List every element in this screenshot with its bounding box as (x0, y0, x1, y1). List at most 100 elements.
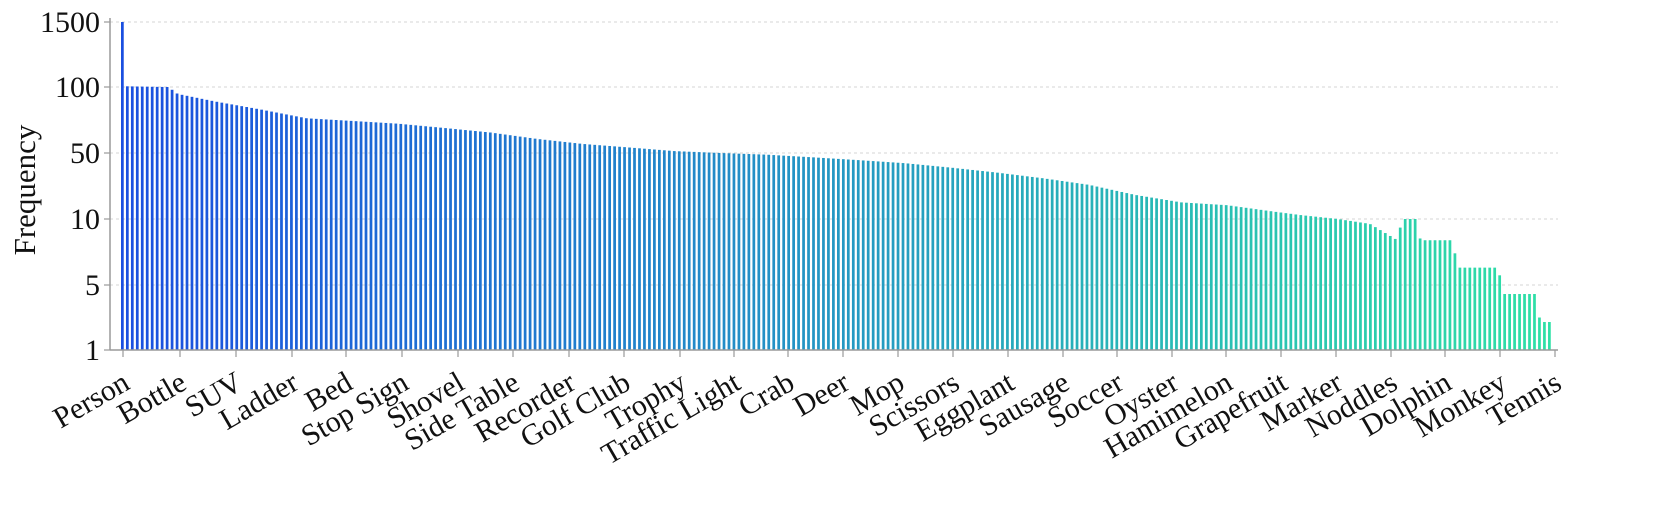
bar (424, 126, 428, 350)
bar (409, 124, 413, 350)
bar (1508, 294, 1511, 350)
bar (479, 131, 482, 350)
bar (290, 115, 293, 350)
bar (568, 142, 572, 350)
bar (1393, 238, 1397, 350)
bar (1249, 208, 1253, 350)
bar (732, 153, 736, 350)
bar (1160, 199, 1163, 350)
bar (1070, 182, 1074, 350)
bar (971, 169, 974, 350)
bar (1413, 219, 1417, 350)
bar (916, 164, 920, 350)
bar (1244, 207, 1248, 350)
bar (767, 154, 771, 350)
bar (329, 119, 333, 350)
bar (1105, 188, 1109, 350)
bar (707, 152, 711, 350)
bar (518, 136, 522, 350)
bar (608, 145, 612, 350)
bar (658, 149, 661, 350)
bar (270, 111, 273, 350)
bar (846, 159, 850, 350)
bar (379, 122, 383, 350)
bar (697, 152, 701, 350)
bar (384, 122, 388, 351)
bar (772, 155, 776, 350)
bar (369, 122, 373, 350)
bar (464, 130, 467, 350)
bar (300, 117, 303, 350)
bar (648, 149, 651, 350)
bar (121, 22, 124, 350)
bar (807, 157, 810, 350)
bar (951, 167, 955, 350)
bar (1304, 215, 1308, 350)
bar (633, 147, 636, 350)
bar (792, 156, 795, 350)
bar (1453, 253, 1457, 350)
bar (598, 145, 602, 350)
bar (1483, 267, 1487, 350)
bar (1523, 294, 1526, 350)
bar (1095, 186, 1099, 350)
bar (1468, 267, 1472, 350)
bar (1090, 185, 1094, 350)
bar (1473, 267, 1477, 350)
bar (752, 154, 756, 350)
bar (429, 126, 433, 350)
bar (1135, 195, 1139, 350)
bar (1319, 217, 1323, 350)
bar (538, 139, 542, 350)
bar (906, 163, 910, 350)
bar (454, 129, 457, 350)
bar (1503, 294, 1507, 350)
bar (185, 95, 189, 350)
bar (1533, 294, 1536, 350)
bar (931, 165, 935, 350)
bar (782, 155, 786, 350)
bar (1374, 227, 1377, 350)
bar (1195, 203, 1198, 350)
bar (841, 159, 845, 350)
bar (125, 86, 129, 351)
bar (190, 96, 194, 350)
bar (459, 129, 462, 350)
bar (225, 103, 229, 350)
bar (1125, 193, 1129, 350)
bar (399, 123, 403, 351)
bar (1518, 294, 1521, 350)
bar (1538, 317, 1541, 350)
bar (1364, 223, 1367, 350)
bar (976, 170, 979, 350)
bar (851, 159, 855, 350)
bar (837, 158, 840, 350)
y-axis-title: Frequency (7, 124, 42, 255)
bar (165, 86, 169, 350)
bar (961, 168, 965, 350)
bar (1234, 206, 1238, 350)
bar (1011, 174, 1014, 350)
bar (1165, 200, 1168, 350)
bar (832, 158, 835, 350)
bar (1543, 322, 1546, 350)
bar (344, 120, 348, 350)
bar (1045, 178, 1049, 350)
bar (548, 140, 552, 350)
bar (1030, 176, 1034, 350)
bar (145, 86, 149, 350)
bar (1279, 212, 1283, 350)
y-tick-label: 1 (85, 334, 100, 367)
bar (777, 155, 781, 350)
bar (1254, 209, 1258, 350)
bar (1314, 216, 1318, 350)
bar (1050, 179, 1054, 350)
bar (1448, 240, 1452, 350)
bar (1259, 209, 1263, 350)
bar (1359, 222, 1362, 350)
bar (285, 114, 288, 351)
bar (513, 135, 517, 350)
bar (434, 127, 437, 351)
bar (1339, 219, 1342, 350)
bar (573, 143, 577, 350)
